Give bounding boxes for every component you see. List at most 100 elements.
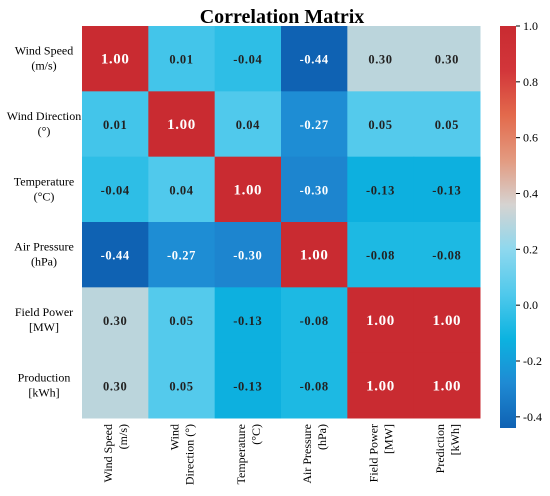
heatmap-cell	[214, 156, 282, 223]
row-label: Wind Direction (°)	[7, 109, 82, 138]
row-labels: Wind Speed (m/s) Wind Direction (°) Temperat…	[7, 44, 82, 400]
colorbar: 1.0 0.8 0.6 0.4 0.2 0.0 -0.2 -0.4	[500, 19, 542, 428]
colorbar-tick-label: 0.0	[523, 298, 538, 312]
colorbar-tick-label: -0.4	[523, 410, 542, 424]
heatmap-cell	[148, 352, 216, 419]
svg-text:Field Power[MW]: Field Power[MW]	[367, 424, 396, 482]
heatmap-cell	[281, 222, 348, 288]
heatmap-cell	[413, 26, 481, 92]
cell-value-label: 1.00	[101, 52, 130, 68]
heatmap-cell	[148, 222, 216, 288]
cell-value-label: 0.04	[236, 118, 260, 132]
colorbar-tick-label: 0.2	[523, 242, 538, 256]
heatmap-cell	[413, 287, 481, 354]
heatmap-cell	[214, 26, 282, 92]
heatmap-cell	[148, 26, 216, 92]
column-label: Prediction[kWh]	[433, 424, 462, 473]
heatmap-cell	[413, 222, 481, 288]
cell-value-label: 0.05	[169, 314, 193, 328]
cell-value-label: 1.00	[433, 378, 462, 394]
cell-value-label: 1.00	[234, 182, 263, 198]
chart-title: Correlation Matrix	[200, 6, 365, 28]
heatmap-cell	[82, 222, 149, 288]
cell-value-label: 0.04	[169, 183, 193, 197]
heatmap-cells: 1.00 0.01 -0.04 -0.44 0.30 0.30 0.01 1.00 0.04 -0…	[82, 26, 481, 419]
row-label: Production [kWh]	[18, 370, 71, 399]
heatmap-cell	[82, 287, 149, 354]
svg-text:Wind Speed(m/s): Wind Speed(m/s)	[101, 424, 130, 483]
heatmap-cell	[214, 287, 282, 354]
heatmap-cell	[148, 156, 216, 223]
svg-text:WindDirection (°): WindDirection (°)	[168, 424, 197, 485]
heatmap-cell	[214, 222, 282, 288]
cell-value-label: -0.08	[432, 249, 461, 263]
cell-value-label: -0.13	[432, 183, 461, 197]
heatmap-cell	[413, 156, 481, 223]
heatmap-cell	[347, 287, 415, 354]
cell-value-label: -0.44	[101, 249, 130, 263]
column-label: Wind Speed(m/s)	[101, 424, 130, 483]
row-label: Temperature (°C)	[14, 174, 74, 203]
cell-value-label: 0.30	[103, 314, 127, 328]
cell-value-label: -0.08	[300, 379, 329, 393]
cell-value-label: 0.30	[435, 53, 459, 67]
colorbar-tick-label: 0.6	[523, 131, 538, 145]
heatmap-cell	[281, 352, 348, 419]
heatmap-cell	[281, 91, 348, 158]
heatmap-cell	[413, 91, 481, 158]
cell-value-label: 1.00	[366, 313, 395, 329]
heatmap-cell	[347, 91, 415, 158]
cell-value-label: 1.00	[433, 313, 462, 329]
cell-value-label: -0.13	[233, 379, 262, 393]
column-label: Temperature(°C)	[234, 424, 263, 484]
row-label: Air Pressure (hPa)	[14, 240, 74, 269]
heatmap-cell	[214, 91, 282, 158]
cell-value-label: -0.08	[366, 249, 395, 263]
heatmap-cell	[82, 26, 149, 92]
cell-value-label: -0.27	[300, 118, 329, 132]
cell-value-label: 1.00	[300, 248, 329, 264]
cell-value-label: -0.30	[300, 183, 329, 197]
heatmap-cell	[148, 287, 216, 354]
heatmap-cell	[281, 287, 348, 354]
colorbar-gradient	[500, 26, 516, 428]
colorbar-ticks: 1.0 0.8 0.6 0.4 0.2 0.0 -0.2 -0.4	[516, 19, 542, 424]
cell-value-label: -0.04	[101, 183, 130, 197]
cell-value-label: 0.05	[435, 118, 459, 132]
cell-value-label: 0.30	[368, 53, 392, 67]
row-label: Wind Speed (m/s)	[15, 44, 74, 73]
cell-value-label: -0.30	[233, 249, 262, 263]
heatmap-cell	[82, 352, 149, 419]
heatmap-cell	[347, 26, 415, 92]
cell-value-label: 0.05	[169, 379, 193, 393]
heatmap-cell	[413, 352, 481, 419]
cell-value-label: -0.08	[300, 314, 329, 328]
column-labels: Wind Speed(m/s) WindDirection (°) Temperat…	[101, 424, 462, 485]
cell-value-label: 0.01	[103, 118, 127, 132]
cell-value-label: 0.01	[169, 53, 193, 67]
heatmap-cell	[82, 91, 149, 158]
svg-text:Air Pressure(hPa): Air Pressure(hPa)	[300, 424, 329, 484]
cell-value-label: -0.04	[233, 53, 262, 67]
heatmap-cell	[281, 156, 348, 223]
cell-value-label: 0.30	[103, 379, 127, 393]
row-label: Field Power [MW]	[15, 305, 73, 334]
colorbar-tick-label: -0.2	[523, 354, 542, 368]
colorbar-tick-label: 0.8	[523, 75, 538, 89]
cell-value-label: 0.05	[368, 118, 392, 132]
heatmap-cell	[347, 156, 415, 223]
column-label: Field Power[MW]	[367, 424, 396, 482]
heatmap-cell	[347, 222, 415, 288]
heatmap-cell	[347, 352, 415, 419]
svg-text:Temperature(°C): Temperature(°C)	[234, 424, 263, 484]
svg-text:Prediction[kWh]: Prediction[kWh]	[433, 424, 462, 473]
column-label: Air Pressure(hPa)	[300, 424, 329, 484]
heatmap-cell	[214, 352, 282, 419]
cell-value-label: -0.27	[167, 249, 196, 263]
cell-value-label: -0.44	[300, 53, 329, 67]
heatmap-cell	[82, 156, 149, 223]
cell-value-label: 1.00	[366, 378, 395, 394]
cell-value-label: -0.13	[233, 314, 262, 328]
